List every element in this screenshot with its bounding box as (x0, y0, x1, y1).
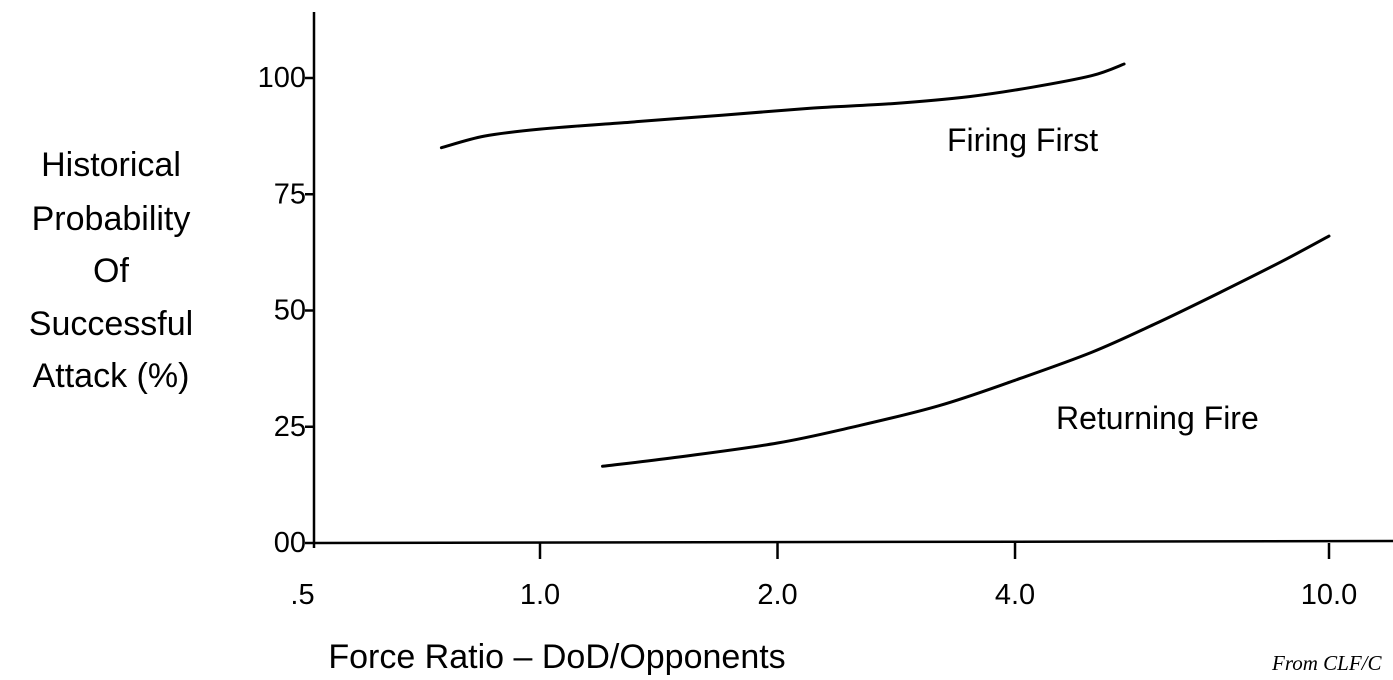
y-axis-title: Historical Probability Of Successful Att… (29, 146, 193, 395)
series-group (439, 62, 1331, 468)
y-axis-title-line-3: Of (93, 252, 129, 290)
x-tick-label: .5 (290, 579, 314, 611)
x-tick-label: 4.0 (995, 579, 1035, 611)
axes (312, 12, 1393, 548)
series-label-returning-fire: Returning Fire (1056, 400, 1259, 436)
y-tick-label: 50 (274, 295, 306, 327)
series-line-returning-fire (601, 234, 1331, 468)
y-axis-title-line-2: Probability (32, 200, 191, 238)
x-tick-label: 2.0 (757, 579, 797, 611)
y-tick-label: 100 (258, 62, 306, 94)
x-axis-line (313, 539, 1393, 545)
x-ticks: .5 1.0 2.0 4.0 10.0 (290, 543, 1357, 611)
x-tick-label: 10.0 (1301, 579, 1357, 611)
y-tick-label: 25 (274, 411, 306, 443)
series-line-firing-first (439, 62, 1126, 150)
x-axis-title: Force Ratio – DoD/Opponents (328, 638, 785, 676)
y-axis-title-line-4: Successful (29, 305, 193, 343)
source-credit: From CLF/C (1271, 651, 1382, 675)
y-axis-title-line-1: Historical (41, 146, 181, 184)
y-axis-title-line-5: Attack (%) (33, 357, 190, 395)
series-label-firing-first: Firing First (947, 122, 1098, 158)
y-tick-label: 75 (274, 178, 306, 210)
y-tick-label: 00 (274, 527, 306, 559)
y-ticks: 00 25 50 75 100 (258, 62, 314, 559)
x-tick-label: 1.0 (520, 579, 560, 611)
